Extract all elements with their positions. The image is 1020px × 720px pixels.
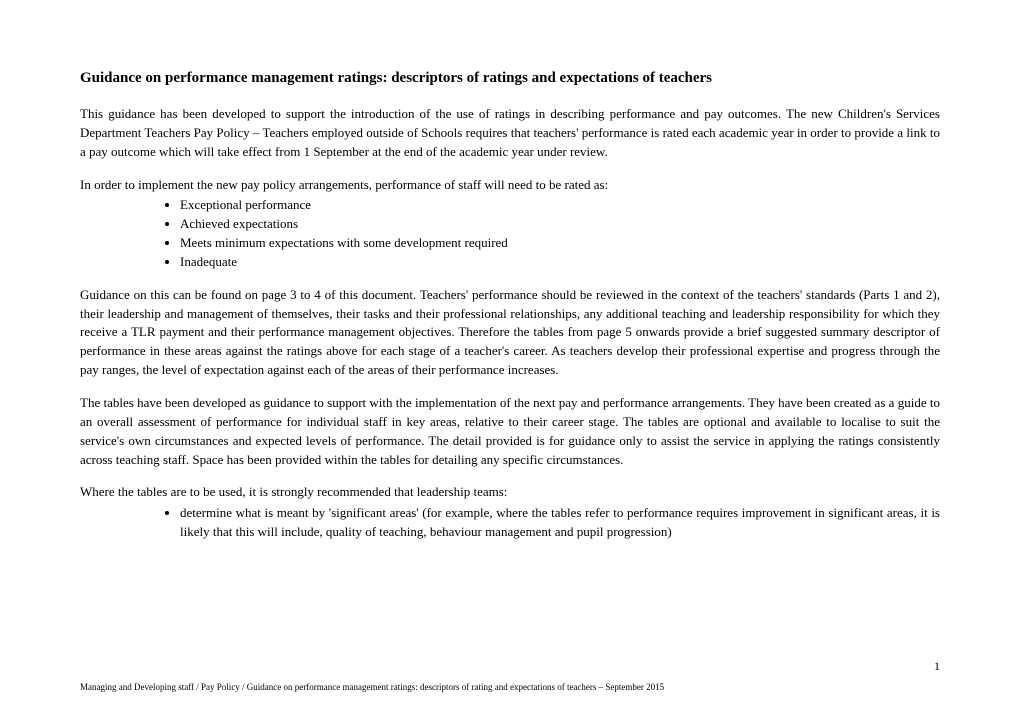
document-title: Guidance on performance management ratin…: [80, 70, 940, 87]
list-item: Exceptional performance: [180, 196, 940, 215]
paragraph-4: The tables have been developed as guidan…: [80, 394, 940, 469]
list-item: Meets minimum expectations with some dev…: [180, 234, 940, 253]
recommendation-list: determine what is meant by 'significant …: [180, 504, 940, 542]
paragraph-3: Guidance on this can be found on page 3 …: [80, 286, 940, 380]
list-item: Achieved expectations: [180, 215, 940, 234]
paragraph-2: In order to implement the new pay policy…: [80, 176, 940, 195]
rating-list: Exceptional performance Achieved expecta…: [180, 196, 940, 271]
list-item: determine what is meant by 'significant …: [180, 504, 940, 542]
paragraph-1: This guidance has been developed to supp…: [80, 105, 940, 162]
paragraph-5: Where the tables are to be used, it is s…: [80, 483, 940, 502]
page-number: 1: [934, 659, 940, 674]
footer-text: Managing and Developing staff / Pay Poli…: [80, 682, 940, 692]
list-item: Inadequate: [180, 253, 940, 272]
